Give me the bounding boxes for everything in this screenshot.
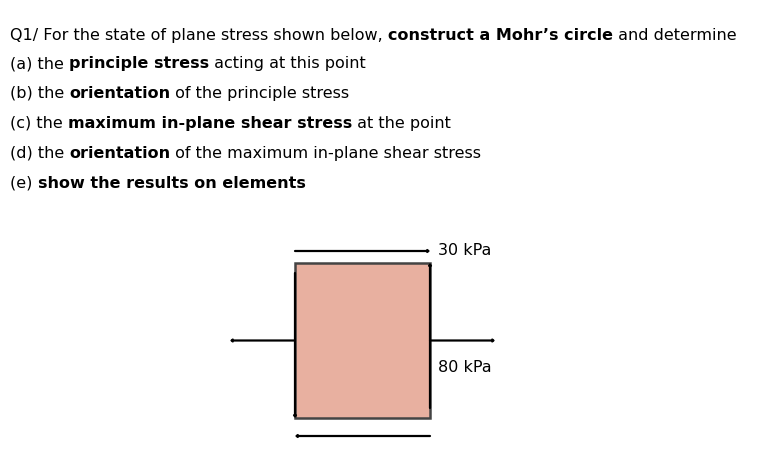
- Text: acting at this point: acting at this point: [209, 56, 366, 71]
- Text: of the maximum in-plane shear stress: of the maximum in-plane shear stress: [171, 146, 481, 161]
- Text: (c) the: (c) the: [10, 116, 68, 131]
- Text: show the results on elements: show the results on elements: [37, 176, 305, 191]
- Bar: [295, 263, 430, 418]
- Text: and determine: and determine: [613, 28, 737, 43]
- Text: orientation: orientation: [70, 146, 171, 161]
- Text: (d) the: (d) the: [10, 146, 70, 161]
- Text: (b) the: (b) the: [10, 86, 70, 101]
- Text: orientation: orientation: [70, 86, 171, 101]
- Text: construct a Mohr’s circle: construct a Mohr’s circle: [388, 28, 613, 43]
- Text: Q1/ For the state of plane stress shown below,: Q1/ For the state of plane stress shown …: [10, 28, 388, 43]
- Text: principle stress: principle stress: [69, 56, 209, 71]
- Text: of the principle stress: of the principle stress: [171, 86, 350, 101]
- Text: (a) the: (a) the: [10, 56, 69, 71]
- Text: 30 kPa: 30 kPa: [438, 244, 491, 258]
- Text: at the point: at the point: [352, 116, 451, 131]
- Text: 80 kPa: 80 kPa: [438, 360, 492, 376]
- Text: (e): (e): [10, 176, 37, 191]
- Text: maximum in-plane shear stress: maximum in-plane shear stress: [68, 116, 352, 131]
